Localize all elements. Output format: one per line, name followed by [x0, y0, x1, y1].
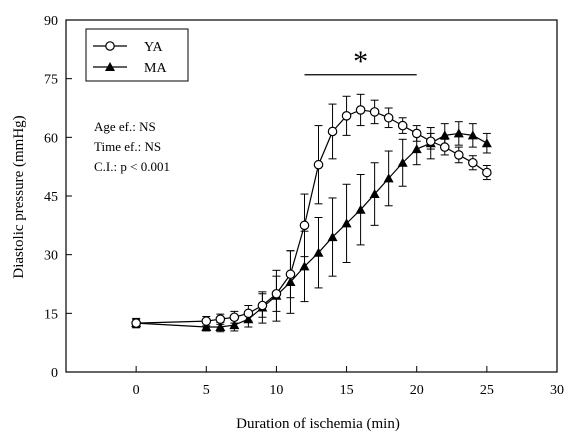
- data-point: [327, 232, 338, 242]
- y-tick-label: 0: [51, 366, 58, 381]
- data-point: [327, 126, 338, 137]
- significance-star: *: [353, 45, 368, 78]
- data-point: [201, 322, 212, 332]
- legend-label: MA: [144, 61, 167, 76]
- x-tick-label: 10: [269, 383, 283, 398]
- y-axis-title: Diastolic pressure (mmHg): [11, 115, 27, 278]
- series-ma: [131, 121, 492, 333]
- data-point: [468, 157, 478, 168]
- data-point: [369, 189, 380, 199]
- y-tick-label: 15: [44, 307, 58, 322]
- data-point: [397, 120, 408, 131]
- data-point: [355, 105, 366, 115]
- data-point: [453, 128, 464, 138]
- data-point: [481, 138, 492, 148]
- data-point: [467, 130, 478, 140]
- data-point: [313, 159, 324, 170]
- data-point: [439, 130, 450, 140]
- annotations: * Age ef.: NS Time ef.: NS C.I.: p < 0.001: [94, 45, 417, 174]
- series-line: [136, 132, 488, 328]
- stat-text-line: Age ef.: NS: [94, 119, 156, 134]
- data-point: [341, 111, 352, 121]
- data-point: [439, 142, 450, 152]
- data-point: [425, 136, 436, 147]
- y-tick-label: 75: [44, 73, 58, 88]
- legend-box: [85, 28, 189, 82]
- stat-text-line: C.I.: p < 0.001: [94, 159, 170, 174]
- x-tick-label: 0: [133, 383, 140, 398]
- data-point: [397, 157, 408, 167]
- x-tick-label: 30: [550, 383, 564, 398]
- series: [131, 93, 492, 333]
- data-point: [369, 107, 380, 117]
- legend: YA MA: [85, 28, 189, 82]
- data-point: [299, 261, 310, 271]
- data-point: [285, 269, 296, 280]
- data-point: [411, 144, 422, 154]
- data-point: [383, 173, 394, 183]
- x-tick-label: 15: [340, 383, 354, 398]
- data-point: [383, 112, 394, 123]
- legend-label: YA: [144, 40, 164, 55]
- x-tick-label: 25: [480, 383, 494, 398]
- data-point: [131, 318, 141, 328]
- data-point: [257, 300, 268, 311]
- data-point: [215, 314, 226, 324]
- ticks: 0 5 10 15 20 25 30 0 15 30 45 60 75 90: [44, 14, 564, 398]
- data-point: [411, 128, 422, 139]
- data-point: [313, 247, 324, 257]
- data-point: [229, 320, 240, 330]
- series-line: [136, 109, 488, 324]
- y-tick-label: 60: [44, 131, 58, 146]
- data-point: [482, 167, 492, 178]
- legend-marker: [105, 62, 115, 71]
- y-tick-label: 90: [44, 14, 58, 29]
- data-point: [271, 288, 282, 299]
- x-axis-title: Duration of ischemia (min): [236, 416, 400, 432]
- y-tick-label: 30: [44, 249, 58, 264]
- stat-text-line: Time ef.: NS: [94, 139, 161, 154]
- data-point: [201, 316, 212, 326]
- series-ya: [131, 93, 492, 329]
- data-point: [341, 218, 352, 228]
- y-tick-label: 45: [44, 190, 58, 205]
- x-tick-label: 5: [203, 383, 210, 398]
- data-point: [215, 322, 226, 332]
- data-point: [243, 308, 254, 319]
- data-point: [299, 220, 310, 231]
- x-tick-label: 20: [410, 383, 424, 398]
- data-point: [453, 150, 464, 160]
- data-point: [229, 312, 240, 323]
- data-point: [355, 204, 366, 214]
- legend-marker: [105, 41, 115, 51]
